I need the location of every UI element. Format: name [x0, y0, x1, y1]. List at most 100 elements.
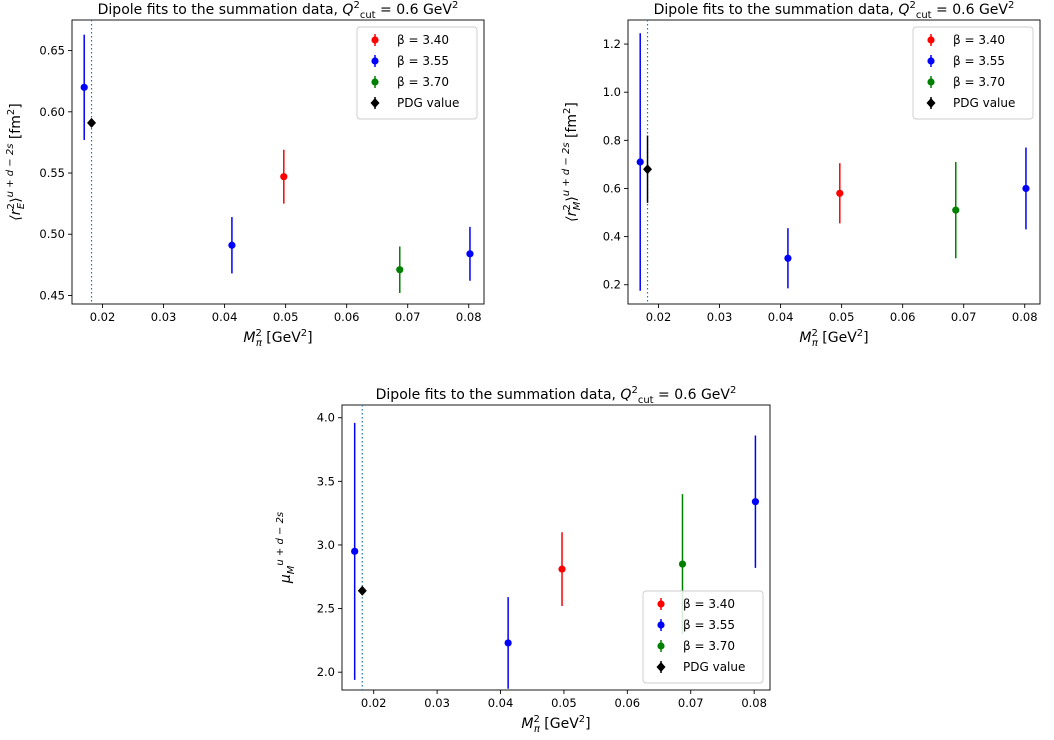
series-1 — [558, 532, 566, 607]
x-tick-label: 0.06 — [890, 310, 916, 324]
data-point — [80, 83, 88, 91]
series-4 — [87, 117, 97, 128]
legend-marker — [657, 642, 665, 650]
series-2 — [80, 34, 474, 281]
chart-2: Dipole fits to the summation data, Q2cut… — [561, 0, 1041, 349]
chart-title: Dipole fits to the summation data, Q2cut… — [98, 0, 459, 21]
y-tick-label: 1.0 — [603, 85, 621, 99]
data-point — [280, 173, 288, 181]
y-tick-label: 0.8 — [603, 133, 621, 147]
legend-frame — [642, 590, 764, 684]
y-tick-label: 3.0 — [317, 538, 335, 552]
series-2 — [636, 33, 1030, 291]
data-point — [351, 547, 359, 555]
legend-label: β = 3.40 — [953, 33, 1005, 47]
x-tick-label: 0.08 — [456, 310, 482, 324]
data-point — [643, 164, 653, 175]
legend-marker — [927, 78, 935, 86]
data-point — [357, 585, 367, 596]
y-tick-label: 0.45 — [39, 288, 65, 302]
x-tick-label: 0.05 — [551, 696, 577, 710]
legend-marker — [370, 98, 380, 108]
data-point — [558, 565, 566, 573]
legend-label: β = 3.55 — [397, 54, 449, 68]
x-tick-label: 0.03 — [151, 310, 177, 324]
data-point — [466, 250, 474, 258]
x-tick-label: 0.07 — [678, 696, 704, 710]
series-4 — [357, 585, 367, 596]
x-tick-label: 0.04 — [768, 310, 794, 324]
legend-label: β = 3.55 — [953, 54, 1005, 68]
data-point — [1022, 184, 1030, 193]
y-tick-label: 0.60 — [39, 105, 65, 119]
y-axis-label: ⟨r2E⟩u + d − 2s [fm2] — [5, 103, 27, 220]
chart-title: Dipole fits to the summation data, Q2cut… — [376, 385, 737, 406]
y-tick-label: 0.6 — [603, 181, 621, 195]
series-1 — [836, 163, 844, 224]
legend-marker — [371, 57, 379, 65]
chart-3: Dipole fits to the summation data, Q2cut… — [275, 385, 771, 735]
legend-marker — [657, 621, 665, 629]
series-3 — [396, 246, 404, 293]
legend-marker — [657, 600, 665, 608]
x-axis-label: M2 π [GeV2] — [799, 328, 868, 349]
x-tick-label: 0.05 — [273, 310, 299, 324]
data-point — [504, 639, 512, 647]
x-tick-label: 0.03 — [424, 696, 450, 710]
x-tick-label: 0.07 — [395, 310, 421, 324]
y-tick-label: 0.2 — [603, 278, 621, 292]
legend-label: β = 3.55 — [683, 618, 735, 632]
data-point — [952, 206, 960, 214]
x-tick-label: 0.02 — [90, 310, 116, 324]
x-tick-label: 0.04 — [212, 310, 238, 324]
x-tick-label: 0.05 — [829, 310, 855, 324]
data-point — [678, 560, 687, 568]
x-tick-label: 0.06 — [334, 310, 360, 324]
series-1 — [280, 149, 288, 204]
series-2 — [351, 422, 760, 689]
x-tick-label: 0.02 — [361, 696, 387, 710]
series-3 — [952, 162, 960, 259]
y-tick-label: 3.5 — [317, 474, 335, 488]
x-tick-label: 0.03 — [707, 310, 733, 324]
legend-marker — [927, 57, 935, 65]
x-tick-label: 0.06 — [615, 696, 641, 710]
x-axis-label: M2 π [GeV2] — [243, 328, 312, 349]
chart-1: Dipole fits to the summation data, Q2cut… — [5, 0, 485, 349]
y-tick-label: 2.0 — [317, 665, 335, 679]
y-tick-label: 0.55 — [39, 166, 65, 180]
legend-frame — [356, 26, 478, 120]
legend-marker — [656, 662, 666, 672]
legend-label: β = 3.70 — [683, 639, 735, 653]
legend: β = 3.40 β = 3.55 β = 3.70 PDG value — [642, 590, 764, 684]
y-tick-label: 4.0 — [317, 411, 335, 425]
legend-frame — [912, 26, 1034, 120]
legend-label: β = 3.40 — [397, 33, 449, 47]
chart-title: Dipole fits to the summation data, Q2cut… — [654, 0, 1015, 21]
y-tick-label: 1.2 — [603, 37, 621, 51]
legend-label: β = 3.70 — [397, 75, 449, 89]
x-tick-label: 0.02 — [646, 310, 672, 324]
legend-marker — [371, 78, 379, 86]
legend-label: β = 3.70 — [953, 75, 1005, 89]
y-tick-label: 0.65 — [39, 44, 65, 58]
data-point — [396, 266, 404, 274]
data-point — [836, 189, 844, 197]
axes-frame — [627, 19, 1041, 305]
series-4 — [643, 135, 653, 203]
legend: β = 3.40 β = 3.55 β = 3.70 PDG value — [356, 26, 478, 120]
x-tick-label: 0.07 — [951, 310, 977, 324]
y-tick-label: 0.50 — [39, 227, 65, 241]
y-axis-label: μMu + d − 2s — [275, 512, 297, 584]
y-tick-label: 0.4 — [603, 230, 621, 244]
data-point — [636, 158, 644, 166]
legend-label: PDG value — [397, 96, 459, 110]
data-point — [751, 498, 760, 506]
y-tick-label: 2.5 — [317, 602, 335, 616]
legend-marker — [926, 98, 936, 108]
x-tick-label: 0.08 — [1012, 310, 1038, 324]
x-axis-label: M2 π [GeV2] — [521, 714, 590, 735]
y-axis-label: ⟨r2M⟩u + d − 2s [fm2] — [561, 102, 583, 222]
axes-frame — [341, 404, 771, 691]
data-point — [784, 254, 792, 262]
